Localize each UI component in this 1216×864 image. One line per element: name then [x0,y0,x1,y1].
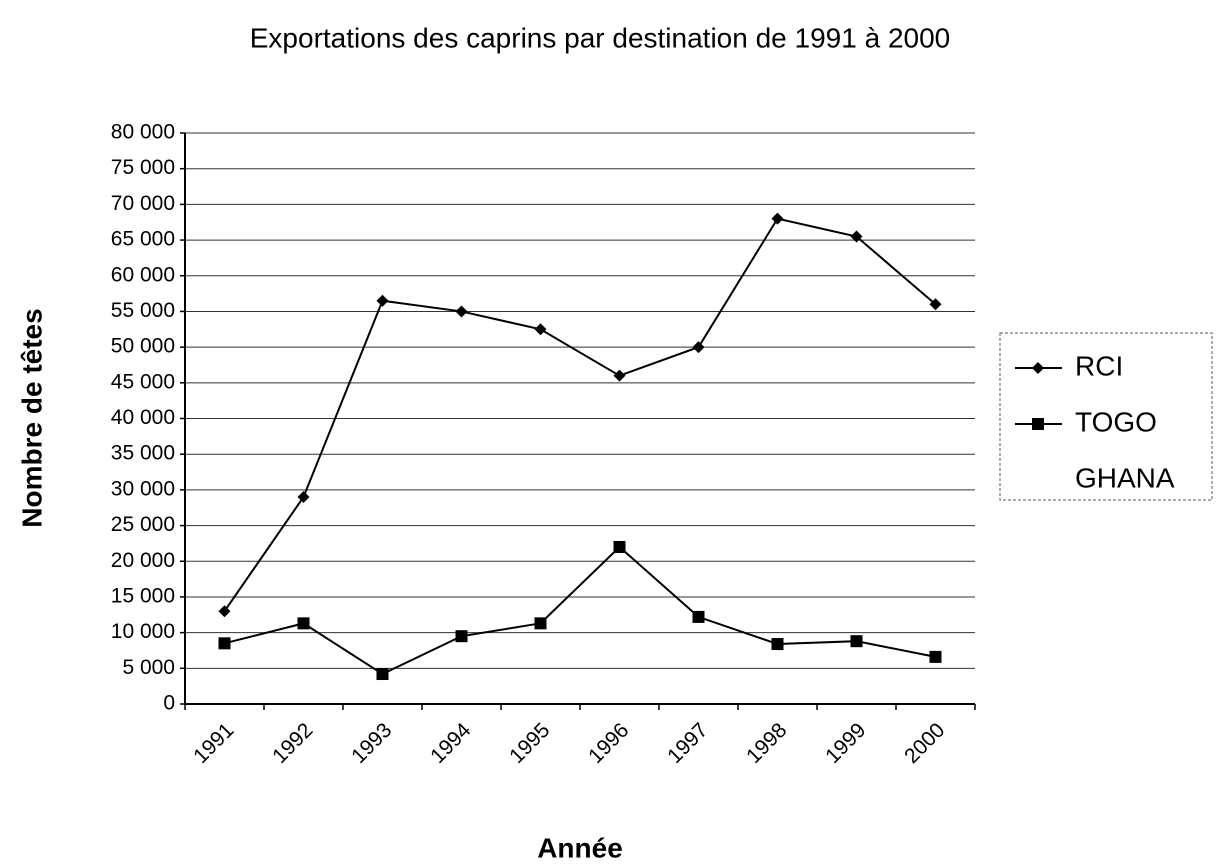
legend-label: TOGO [1075,406,1157,437]
x-tick-label: 1996 [584,719,633,768]
y-tick-label: 60 000 [111,263,175,286]
x-tick-label: 1991 [189,719,238,768]
data-point [376,294,389,307]
y-tick-label: 75 000 [111,156,175,179]
data-point [850,230,863,243]
y-tick-label: 25 000 [111,513,175,536]
data-point [297,617,310,630]
y-tick-label: 0 [163,692,175,715]
data-point [613,369,626,382]
y-tick-label: 5 000 [122,656,175,679]
y-tick-label: 45 000 [111,370,175,393]
x-tick-label: 1999 [821,719,870,768]
y-axis-label: Nombre de têtes [16,308,47,527]
x-tick-label: 1997 [663,719,712,768]
data-point [376,668,389,681]
data-point [455,305,468,318]
x-tick-label: 1992 [268,719,317,768]
data-point [613,540,626,553]
data-point [929,650,942,663]
y-tick-label: 10 000 [111,620,175,643]
y-tick-label: 50 000 [111,335,175,358]
legend-box [999,332,1213,501]
data-point [771,212,784,225]
x-tick-label: 2000 [900,719,949,768]
x-tick-label: 1993 [347,719,396,768]
y-tick-label: 35 000 [111,442,175,465]
data-point [297,491,310,504]
data-point [692,610,705,623]
data-point [850,635,863,648]
legend-marker [1032,418,1044,430]
data-point [534,323,547,336]
y-tick-label: 65 000 [111,228,175,251]
data-point [692,341,705,354]
y-tick-label: 15 000 [111,584,175,607]
data-point [218,605,231,618]
legend-label: GHANA [1075,462,1175,493]
y-tick-label: 55 000 [111,299,175,322]
data-point [455,630,468,643]
chart-title: Exportations des caprins par destination… [250,22,950,53]
series-line [224,545,936,676]
y-tick-label: 30 000 [111,477,175,500]
data-point [218,637,231,650]
x-tick-label: 1998 [742,719,791,768]
x-axis-label: Année [537,832,623,863]
data-point [771,638,784,651]
y-tick-label: 20 000 [111,549,175,572]
x-tick-label: 1994 [426,718,476,768]
data-point [929,298,942,311]
data-point [534,617,547,630]
y-tick-label: 40 000 [111,406,175,429]
legend-marker [1032,362,1044,374]
legend-label: RCI [1075,350,1123,381]
y-tick-label: 80 000 [111,121,175,144]
y-tick-label: 70 000 [111,192,175,215]
x-tick-label: 1995 [505,719,554,768]
series-line [223,217,937,612]
